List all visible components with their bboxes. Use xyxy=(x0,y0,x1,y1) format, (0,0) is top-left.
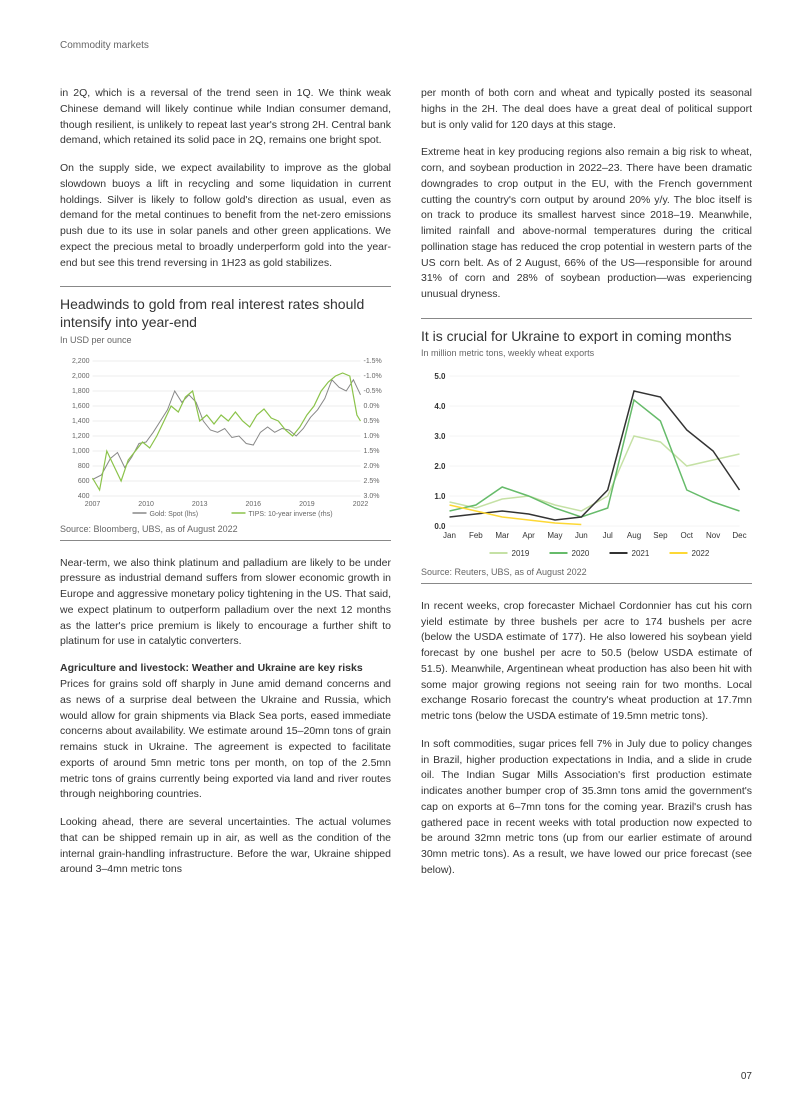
svg-text:Mar: Mar xyxy=(495,531,509,540)
svg-text:4.0: 4.0 xyxy=(434,402,446,411)
chart-source: Source: Reuters, UBS, as of August 2022 xyxy=(421,567,752,577)
svg-text:400: 400 xyxy=(78,493,90,500)
svg-text:Jul: Jul xyxy=(603,531,613,540)
paragraph: In soft commodities, sugar prices fell 7… xyxy=(421,737,752,879)
svg-text:Gold: Spot (lhs): Gold: Spot (lhs) xyxy=(150,511,199,518)
header-section: Commodity markets xyxy=(60,40,752,51)
chart-canvas: 0.0 1.0 2.0 3.0 4.0 5.0 Jan Feb Mar Apr May Jun Jul A… xyxy=(421,366,752,561)
svg-text:Dec: Dec xyxy=(732,531,746,540)
svg-text:Aug: Aug xyxy=(627,531,641,540)
svg-text:1.0%: 1.0% xyxy=(364,433,380,440)
svg-text:Jun: Jun xyxy=(575,531,588,540)
svg-text:3.0: 3.0 xyxy=(434,432,446,441)
svg-text:-1.0%: -1.0% xyxy=(364,373,382,380)
svg-text:Apr: Apr xyxy=(522,531,535,540)
svg-text:2020: 2020 xyxy=(572,549,590,558)
svg-text:5.0: 5.0 xyxy=(434,372,446,381)
paragraph: In recent weeks, crop forecaster Michael… xyxy=(421,599,752,725)
svg-text:2007: 2007 xyxy=(85,501,101,508)
svg-text:2,000: 2,000 xyxy=(72,373,90,380)
page-number: 07 xyxy=(741,1071,752,1082)
divider xyxy=(60,286,391,287)
svg-text:Oct: Oct xyxy=(681,531,694,540)
svg-text:-0.5%: -0.5% xyxy=(364,388,382,395)
svg-text:2016: 2016 xyxy=(246,501,262,508)
divider xyxy=(421,318,752,319)
paragraph: Prices for grains sold off sharply in Ju… xyxy=(60,677,391,803)
svg-text:-1.5%: -1.5% xyxy=(364,358,382,365)
chart-subtitle: In USD per ounce xyxy=(60,335,391,345)
svg-text:1,400: 1,400 xyxy=(72,418,90,425)
svg-text:0.0%: 0.0% xyxy=(364,403,380,410)
svg-text:1,000: 1,000 xyxy=(72,448,90,455)
svg-text:1,600: 1,600 xyxy=(72,403,90,410)
svg-text:2010: 2010 xyxy=(138,501,154,508)
paragraph: Extreme heat in key producing regions al… xyxy=(421,145,752,303)
svg-text:0.0: 0.0 xyxy=(434,522,446,531)
svg-text:600: 600 xyxy=(78,478,90,485)
svg-text:3.0%: 3.0% xyxy=(364,493,380,500)
divider xyxy=(60,540,391,541)
svg-text:2022: 2022 xyxy=(692,549,710,558)
svg-text:Sep: Sep xyxy=(653,531,668,540)
chart-canvas: 400 600 800 1,000 1,200 1,400 1,600 1,800 2,000 2… xyxy=(60,353,391,518)
svg-text:2013: 2013 xyxy=(192,501,208,508)
svg-text:1.5%: 1.5% xyxy=(364,448,380,455)
svg-text:800: 800 xyxy=(78,463,90,470)
paragraph: Looking ahead, there are several uncerta… xyxy=(60,815,391,878)
chart-title: Headwinds to gold from real interest rat… xyxy=(60,295,391,331)
chart-subtitle: In million metric tons, weekly wheat exp… xyxy=(421,348,752,358)
subheading: Agriculture and livestock: Weather and U… xyxy=(60,662,391,674)
svg-text:2.5%: 2.5% xyxy=(364,478,380,485)
svg-text:May: May xyxy=(547,531,562,540)
svg-text:Nov: Nov xyxy=(706,531,720,540)
right-column: per month of both corn and wheat and typ… xyxy=(421,86,752,891)
chart-ukraine-exports: It is crucial for Ukraine to export in c… xyxy=(421,318,752,584)
svg-text:0.5%: 0.5% xyxy=(364,418,380,425)
chart-gold-rates: Headwinds to gold from real interest rat… xyxy=(60,286,391,540)
svg-text:2021: 2021 xyxy=(632,549,650,558)
paragraph: per month of both corn and wheat and typ… xyxy=(421,86,752,133)
divider xyxy=(421,583,752,584)
svg-text:1,800: 1,800 xyxy=(72,388,90,395)
svg-text:1.0: 1.0 xyxy=(434,492,446,501)
chart-source: Source: Bloomberg, UBS, as of August 202… xyxy=(60,524,391,534)
paragraph: in 2Q, which is a reversal of the trend … xyxy=(60,86,391,149)
svg-text:Feb: Feb xyxy=(469,531,483,540)
svg-text:Jan: Jan xyxy=(443,531,456,540)
svg-text:TIPS: 10-year inverse (rhs): TIPS: 10-year inverse (rhs) xyxy=(249,511,333,518)
svg-text:2.0%: 2.0% xyxy=(364,463,380,470)
content-columns: in 2Q, which is a reversal of the trend … xyxy=(60,86,752,891)
svg-text:2.0: 2.0 xyxy=(434,462,446,471)
svg-text:2,200: 2,200 xyxy=(72,358,90,365)
paragraph: Near-term, we also think platinum and pa… xyxy=(60,556,391,651)
left-column: in 2Q, which is a reversal of the trend … xyxy=(60,86,391,891)
chart-title: It is crucial for Ukraine to export in c… xyxy=(421,327,752,345)
paragraph: On the supply side, we expect availabili… xyxy=(60,161,391,271)
svg-text:1,200: 1,200 xyxy=(72,433,90,440)
svg-text:2022: 2022 xyxy=(353,501,369,508)
svg-text:2019: 2019 xyxy=(299,501,315,508)
svg-text:2019: 2019 xyxy=(512,549,530,558)
